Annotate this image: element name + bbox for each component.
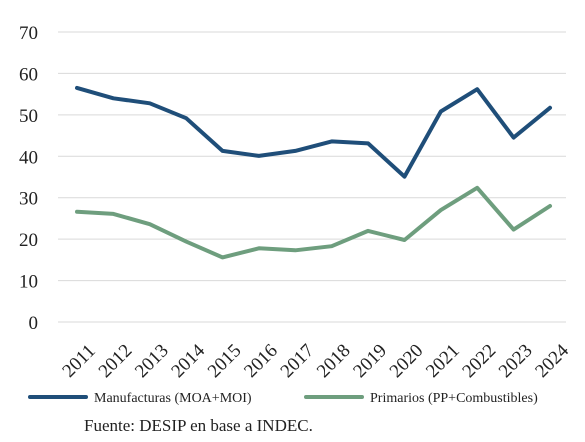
legend: Manufacturas (MOA+MOI) Primarios (PP+Comb… — [28, 391, 538, 406]
y-tick-label: 70 — [19, 23, 38, 44]
y-tick-label: 20 — [19, 230, 38, 251]
x-tick-label: 2017 — [277, 340, 319, 382]
x-tick-label: 2019 — [349, 340, 391, 382]
series-line-primarios — [75, 185, 552, 260]
source-note: Fuente: DESIP en base a INDEC. — [84, 416, 313, 435]
y-tick-label: 40 — [19, 147, 38, 168]
y-tick-label: 30 — [19, 189, 38, 210]
y-tick-label: 60 — [19, 64, 38, 85]
x-tick-label: 2012 — [95, 340, 137, 382]
x-tick-label: 2013 — [131, 340, 173, 382]
x-tick-label: 2021 — [422, 340, 464, 382]
x-tick-label: 2022 — [458, 340, 500, 382]
y-tick-label: 0 — [29, 313, 39, 334]
x-tick-label: 2020 — [386, 340, 428, 382]
x-tick-label: 2016 — [240, 340, 282, 382]
gridlines — [58, 31, 566, 323]
x-tick-label: 2011 — [58, 340, 99, 381]
x-tick-label: 2024 — [531, 340, 573, 382]
x-tick-label: 2018 — [313, 340, 355, 382]
y-tick-label: 10 — [19, 272, 38, 293]
x-axis-tick-labels: 2011201220132014201520162017201820192020… — [58, 340, 573, 382]
y-axis-tick-labels: 0 10 20 30 40 50 60 70 — [19, 23, 38, 334]
x-tick-label: 2023 — [495, 340, 537, 382]
x-tick-label: 2014 — [167, 340, 209, 382]
legend-label: Manufacturas (MOA+MOI) — [94, 391, 252, 406]
series-lines — [75, 85, 552, 260]
series-line-manufacturas — [75, 85, 552, 179]
y-tick-label: 50 — [19, 106, 38, 127]
legend-label: Primarios (PP+Combustibles) — [370, 391, 538, 406]
x-tick-label: 2015 — [204, 340, 246, 382]
